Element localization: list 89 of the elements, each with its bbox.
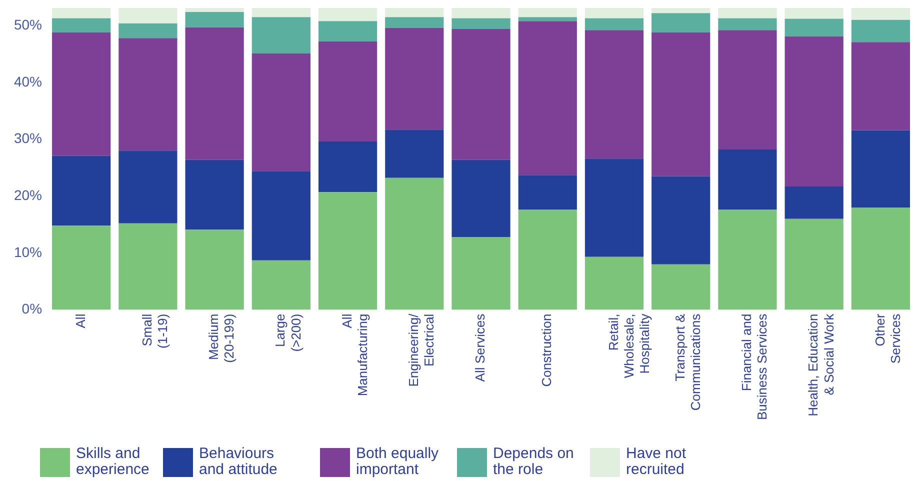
bar bbox=[252, 17, 310, 54]
bar bbox=[851, 20, 910, 42]
bar bbox=[52, 8, 111, 18]
bar bbox=[385, 130, 444, 178]
x-tick-label: Retail, Wholesale, Hospitality bbox=[606, 313, 652, 378]
bar bbox=[584, 30, 644, 159]
bar bbox=[718, 8, 777, 18]
bar bbox=[252, 171, 310, 260]
bar bbox=[452, 160, 510, 238]
bar bbox=[452, 18, 510, 30]
bar bbox=[584, 256, 644, 310]
bar bbox=[718, 150, 777, 210]
bar bbox=[385, 178, 444, 310]
bar bbox=[118, 223, 178, 310]
x-tick-label: All Manufacturing bbox=[339, 314, 370, 396]
bar bbox=[118, 8, 178, 24]
bar bbox=[118, 38, 178, 151]
bar bbox=[318, 192, 378, 310]
legend-label: Both equally important bbox=[356, 445, 440, 478]
bar bbox=[518, 21, 577, 176]
bar bbox=[252, 53, 310, 172]
bar bbox=[851, 207, 910, 310]
bar bbox=[784, 218, 844, 310]
y-tick-label: 10% bbox=[14, 244, 42, 260]
bar bbox=[851, 42, 910, 130]
y-tick-label: 20% bbox=[14, 186, 42, 203]
bar bbox=[318, 42, 378, 142]
x-tick-label: All Services bbox=[472, 313, 488, 382]
bar bbox=[518, 210, 577, 310]
bar bbox=[385, 17, 444, 28]
x-tick-label: Transport & Communications bbox=[672, 313, 704, 411]
bar bbox=[185, 160, 244, 230]
bar bbox=[784, 36, 844, 186]
bar bbox=[518, 8, 577, 18]
bar bbox=[518, 175, 577, 210]
bar bbox=[452, 29, 510, 160]
bar bbox=[652, 264, 710, 310]
bar bbox=[718, 18, 777, 30]
legend-label: Behaviours and attitude bbox=[199, 445, 278, 478]
y-tick-label: 50% bbox=[14, 16, 42, 32]
x-tick-label: All bbox=[72, 314, 88, 328]
x-tick-label: Financial and Business Services bbox=[739, 313, 770, 420]
bar bbox=[784, 18, 844, 36]
bar bbox=[584, 8, 644, 18]
bar bbox=[452, 237, 510, 310]
bar bbox=[452, 8, 510, 18]
bar bbox=[652, 176, 710, 264]
bar bbox=[584, 18, 644, 30]
x-tick-label: Construction bbox=[539, 314, 554, 387]
bar bbox=[185, 27, 244, 160]
bar bbox=[385, 8, 444, 18]
x-tick-label: Engineering/ Electrical bbox=[406, 313, 437, 387]
bar bbox=[718, 30, 777, 150]
x-tick-label: Small (1-19) bbox=[140, 314, 170, 348]
bar bbox=[252, 8, 310, 18]
bar bbox=[518, 17, 577, 22]
x-tick-label: Health, Education & Social Work bbox=[806, 313, 836, 416]
bar bbox=[252, 260, 310, 310]
bar bbox=[52, 32, 111, 156]
bar bbox=[185, 12, 244, 28]
bar bbox=[385, 28, 444, 130]
x-tick-label: Other Services bbox=[872, 313, 903, 364]
bar bbox=[784, 186, 844, 219]
bar bbox=[584, 158, 644, 257]
legend-label: Skills and experience bbox=[76, 445, 150, 478]
bar bbox=[185, 230, 244, 310]
bar bbox=[52, 226, 111, 310]
bar bbox=[851, 8, 910, 20]
bar bbox=[318, 142, 378, 192]
bar bbox=[851, 130, 910, 208]
y-tick-label: 0% bbox=[22, 300, 42, 317]
legend-label: Have not recruited bbox=[626, 445, 688, 478]
bar bbox=[185, 8, 244, 12]
legend-label: Depends on the role bbox=[493, 445, 575, 478]
x-tick-label: Large (>200) bbox=[272, 314, 304, 352]
bar bbox=[652, 8, 710, 14]
bar bbox=[784, 8, 844, 19]
bar bbox=[718, 210, 777, 310]
y-tick-label: 40% bbox=[14, 73, 42, 90]
bar bbox=[652, 32, 710, 176]
x-tick-label: Medium (20-199) bbox=[206, 314, 237, 363]
bar bbox=[118, 23, 178, 38]
bar bbox=[52, 18, 111, 32]
bar bbox=[318, 21, 378, 42]
y-tick-label: 30% bbox=[14, 130, 42, 146]
bar bbox=[652, 13, 710, 32]
bar bbox=[118, 150, 178, 224]
bar bbox=[318, 8, 378, 22]
bar bbox=[52, 156, 111, 226]
